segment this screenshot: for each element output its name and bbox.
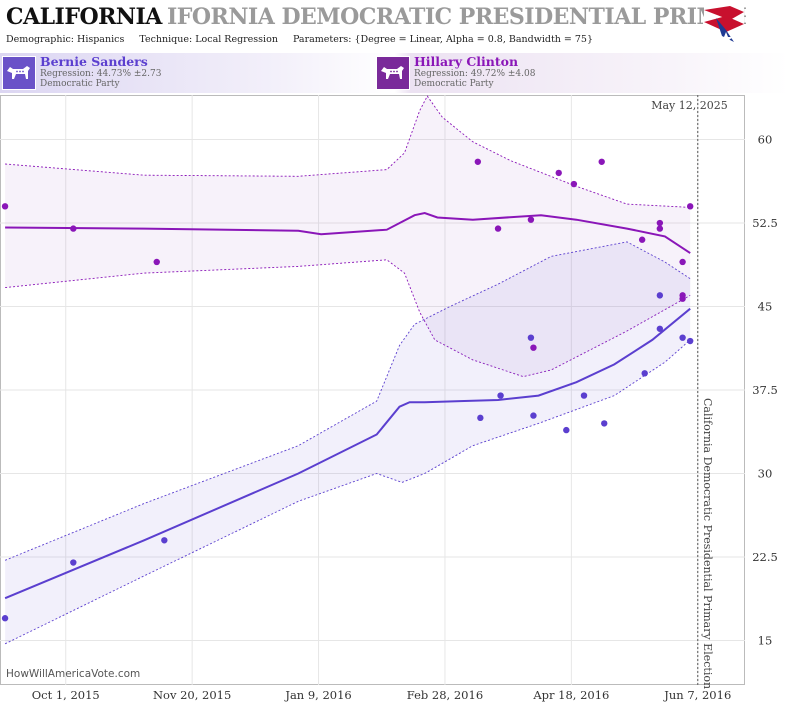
confidence-band-sanders [5, 241, 691, 644]
parameters-label: Parameters: {Degree = Linear, Alpha = 0.… [292, 34, 594, 45]
technique-label: Technique: Local Regression [139, 34, 278, 45]
header: CALIFORNIA IFORNIA DEMOCRATIC PRESIDENTI… [0, 0, 789, 52]
poll-point-clinton [570, 180, 578, 188]
donkey-icon [2, 56, 36, 90]
parameters-line: Demographic: Hispanics Technique: Local … [6, 34, 605, 45]
poll-point-clinton [555, 169, 562, 177]
y-tick-label: 30 [758, 466, 773, 480]
party-label-clinton: Democratic Party [414, 79, 494, 89]
poll-point-clinton [638, 236, 646, 243]
page-title: CALIFORNIA IFORNIA DEMOCRATIC PRESIDENTI… [6, 4, 746, 34]
poll-point-sanders [656, 292, 664, 299]
poll-point-sanders [641, 370, 648, 377]
poll-point-clinton [1, 203, 9, 210]
poll-point-sanders [563, 426, 570, 434]
poll-point-sanders [679, 334, 686, 341]
lower-bound-line-sanders [4, 339, 691, 645]
candidate-legend: Bernie Sanders Regression: 44.73% ±2.73 … [0, 53, 789, 93]
regression-label-sanders: Regression: 44.73% ±2.73 [40, 69, 162, 79]
x-tick-label: Oct 1, 2015 [32, 688, 100, 702]
title-state: CALIFORNIA [6, 4, 162, 30]
title-race: IFORNIA DEMOCRATIC PRESIDENTIAL PRIMARY [166, 4, 746, 30]
poll-chart: 15 22.5 30 37.5 45 52.5 60 Oct 1, 2015 Nov 20, 2… [0, 95, 778, 702]
poll-point-sanders [601, 420, 608, 427]
poll-point-clinton [530, 344, 537, 351]
poll-point-clinton [70, 225, 77, 232]
poll-point-sanders [477, 414, 484, 422]
regression-label-clinton: Regression: 49.72% ±4.08 [414, 69, 536, 79]
y-tick-label: 52.5 [752, 216, 778, 230]
party-label-sanders: Democratic Party [40, 79, 120, 89]
lower-bound-line-clinton [5, 259, 691, 378]
y-tick-label: 60 [758, 133, 773, 147]
poll-point-sanders [686, 337, 694, 345]
poll-point-clinton [527, 216, 535, 223]
candidate-name-clinton: Hillary Clinton [414, 54, 519, 69]
poll-point-clinton [679, 295, 686, 302]
snapshot-date-label: May 12, 2025 [651, 99, 728, 112]
site-credit: HowWillAmericaVote.com [6, 668, 141, 680]
poll-point-clinton [598, 158, 605, 165]
x-tick-label: Nov 20, 2015 [153, 688, 231, 702]
poll-point-clinton [679, 258, 686, 266]
poll-point-sanders [70, 559, 77, 566]
poll-point-sanders [530, 412, 537, 419]
poll-point-sanders [1, 615, 9, 622]
poll-point-sanders [656, 325, 664, 332]
y-tick-label: 22.5 [752, 550, 778, 564]
poll-point-sanders [580, 392, 588, 399]
poll-point-clinton [686, 203, 694, 210]
poll-point-sanders [161, 537, 168, 544]
y-tick-label: 45 [758, 300, 773, 314]
candidate-name-sanders: Bernie Sanders [40, 54, 148, 69]
x-tick-label: Jun 7, 2016 [663, 688, 731, 702]
flag-logo-icon [700, 2, 748, 48]
demographic-label: Demographic: Hispanics [6, 34, 125, 45]
poll-point-sanders [527, 334, 535, 341]
x-tick-label: Jan 9, 2016 [284, 688, 351, 702]
poll-point-clinton [656, 219, 664, 227]
upper-bound-line-sanders [4, 241, 691, 561]
election-day-label: California Democratic Presidential Prima… [701, 398, 714, 689]
x-tick-label: Feb 28, 2016 [407, 688, 483, 702]
poll-point-sanders [497, 392, 504, 399]
poll-point-clinton [153, 258, 160, 266]
confidence-band-clinton [5, 96, 691, 377]
poll-point-clinton [474, 158, 482, 165]
poll-point-clinton [656, 225, 664, 232]
regression-line-clinton [5, 211, 691, 254]
x-tick-label: Apr 18, 2016 [532, 688, 609, 702]
upper-bound-line-clinton [5, 95, 691, 208]
regression-line-sanders [4, 307, 691, 600]
poll-point-clinton [494, 225, 502, 232]
y-tick-label: 15 [758, 633, 773, 647]
y-tick-label: 37.5 [752, 383, 778, 397]
donkey-icon [376, 56, 410, 90]
